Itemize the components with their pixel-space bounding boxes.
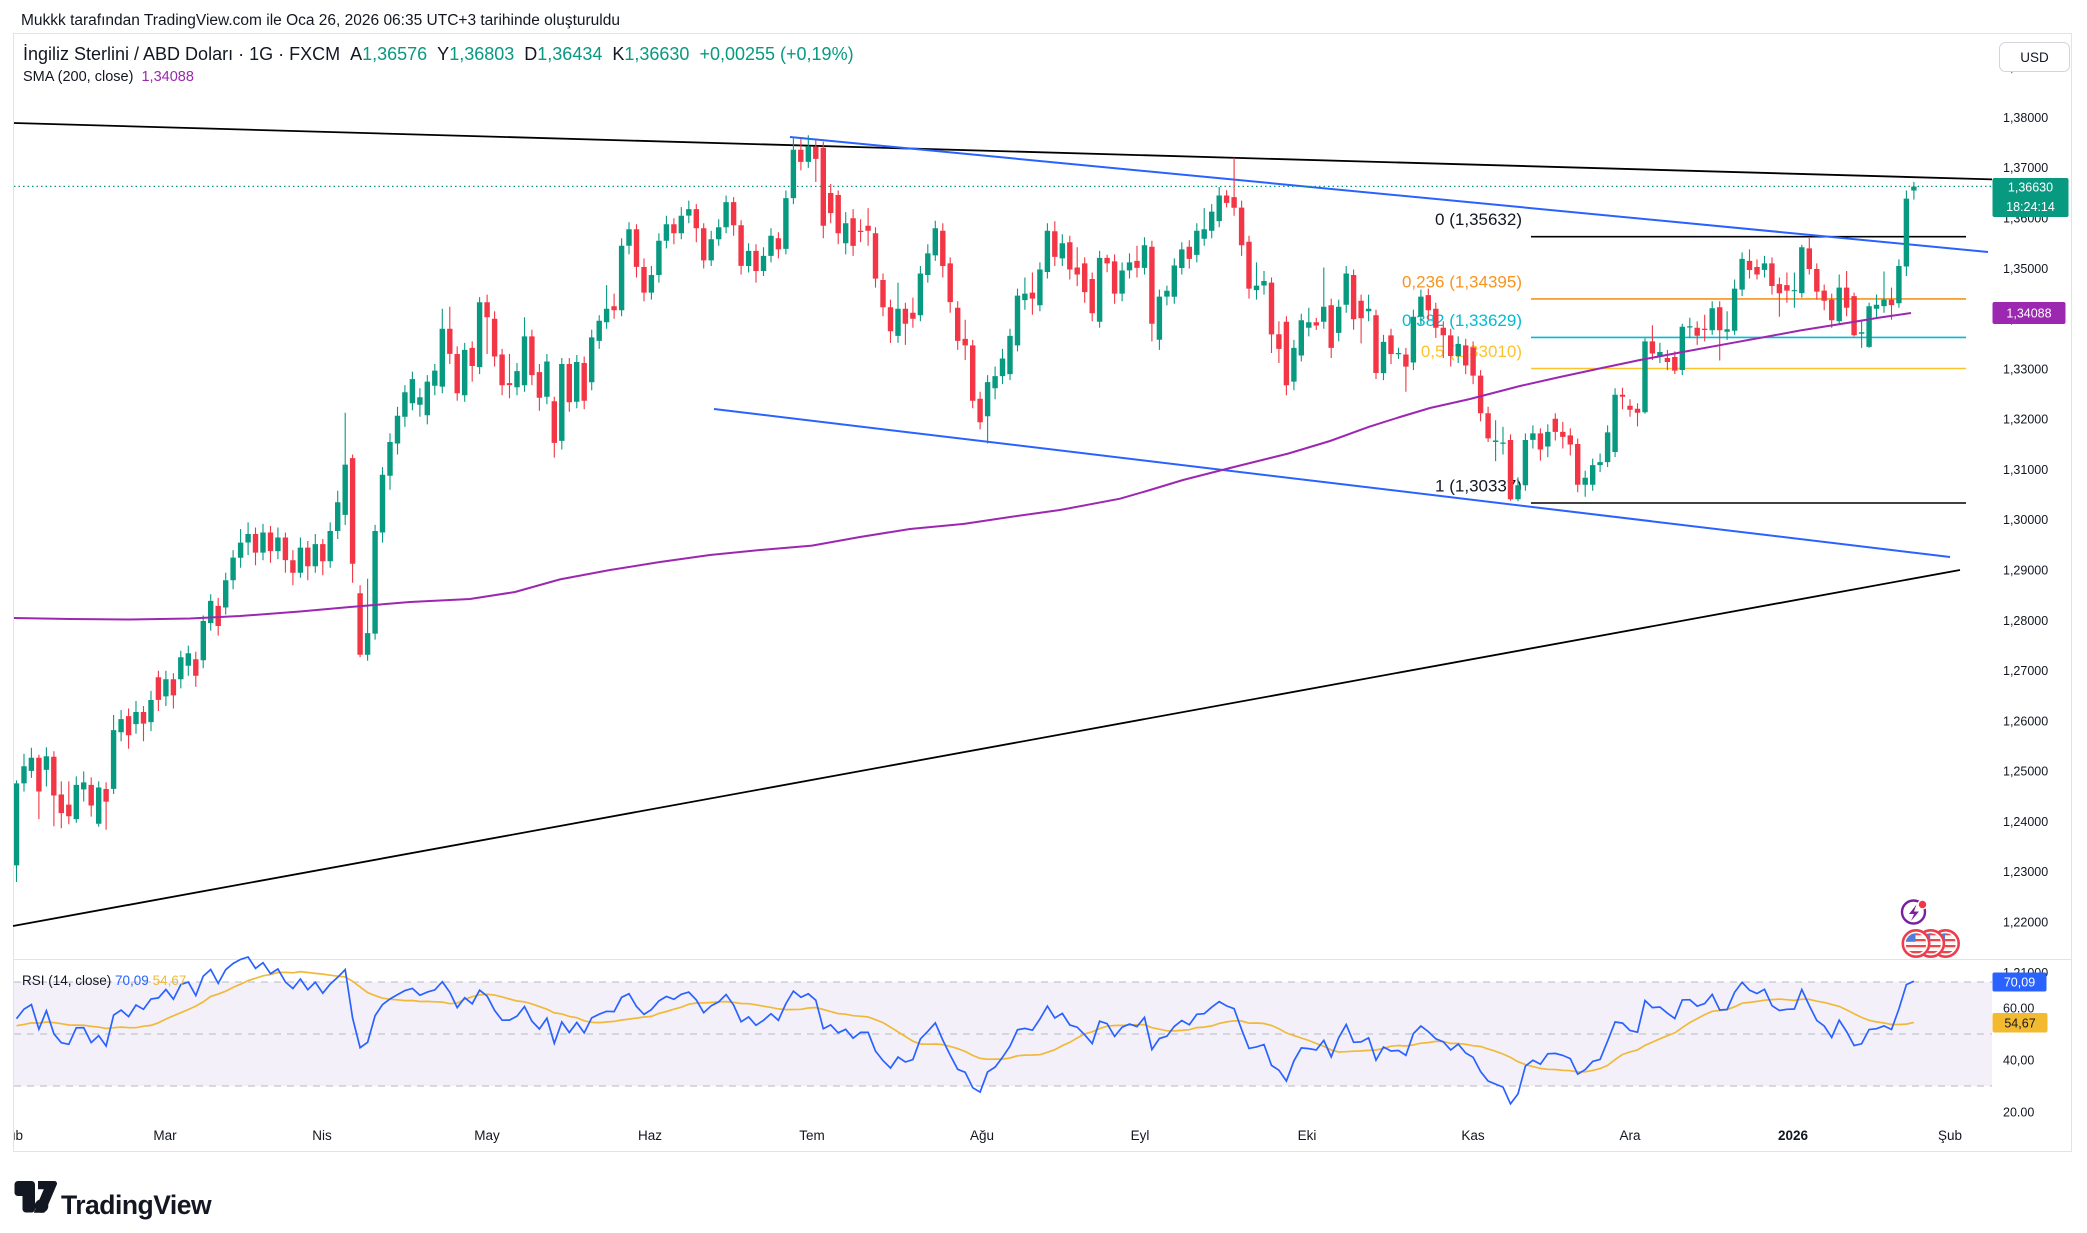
- svg-text:May: May: [474, 1128, 500, 1143]
- svg-text:1,35000: 1,35000: [2003, 262, 2048, 276]
- svg-text:Nis: Nis: [312, 1128, 332, 1143]
- svg-text:70,09: 70,09: [2004, 976, 2035, 990]
- svg-text:1,23000: 1,23000: [2003, 865, 2048, 879]
- svg-text:Ağu: Ağu: [970, 1128, 994, 1143]
- svg-text:Eki: Eki: [1298, 1128, 1317, 1143]
- svg-text:0,236 (1,34395): 0,236 (1,34395): [1402, 272, 1522, 291]
- svg-text:Şub: Şub: [1938, 1128, 1962, 1143]
- svg-text:40,00: 40,00: [2003, 1053, 2034, 1067]
- svg-text:Tem: Tem: [799, 1128, 825, 1143]
- svg-text:1,26000: 1,26000: [2003, 714, 2048, 728]
- svg-text:18:24:14: 18:24:14: [2006, 200, 2055, 214]
- svg-text:TradingView: TradingView: [61, 1190, 212, 1220]
- svg-text:1,27000: 1,27000: [2003, 664, 2048, 678]
- svg-text:1,22000: 1,22000: [2003, 916, 2048, 930]
- svg-text:0,382 (1,33629): 0,382 (1,33629): [1402, 311, 1522, 330]
- svg-text:0 (1,35632): 0 (1,35632): [1435, 210, 1522, 229]
- svg-text:Şub: Şub: [0, 1128, 23, 1143]
- svg-text:Ara: Ara: [1619, 1128, 1641, 1143]
- svg-text:60.00: 60.00: [2003, 1001, 2034, 1015]
- svg-text:1,37000: 1,37000: [2003, 161, 2048, 175]
- svg-text:1,33000: 1,33000: [2003, 362, 2048, 376]
- svg-text:1,31000: 1,31000: [2003, 463, 2048, 477]
- svg-text:1,34088: 1,34088: [2006, 307, 2051, 321]
- svg-text:1 (1,30337): 1 (1,30337): [1435, 477, 1522, 496]
- svg-text:Mukkk tarafından TradingView.c: Mukkk tarafından TradingView.com ile Oca…: [21, 12, 620, 29]
- svg-text:1,24000: 1,24000: [2003, 815, 2048, 829]
- svg-text:1,32000: 1,32000: [2003, 413, 2048, 427]
- svg-text:Haz: Haz: [638, 1128, 662, 1143]
- svg-text:1,25000: 1,25000: [2003, 765, 2048, 779]
- svg-text:1,29000: 1,29000: [2003, 564, 2048, 578]
- svg-text:Kas: Kas: [1461, 1128, 1485, 1143]
- svg-text:Eyl: Eyl: [1131, 1128, 1150, 1143]
- svg-text:1,30000: 1,30000: [2003, 513, 2048, 527]
- svg-text:1,38000: 1,38000: [2003, 111, 2048, 125]
- svg-text:1,28000: 1,28000: [2003, 614, 2048, 628]
- svg-text:USD: USD: [2020, 50, 2049, 65]
- svg-text:1,36630: 1,36630: [2008, 181, 2053, 195]
- svg-text:2026: 2026: [1778, 1128, 1809, 1143]
- svg-text:RSI (14, close) 70,09 54,67: RSI (14, close) 70,09 54,67: [22, 973, 186, 988]
- svg-text:Mar: Mar: [153, 1128, 177, 1143]
- svg-text:SMA (200, close) 1,34088: SMA (200, close) 1,34088: [23, 69, 194, 85]
- svg-text:20.00: 20.00: [2003, 1105, 2034, 1119]
- svg-text:54,67: 54,67: [2004, 1017, 2035, 1031]
- svg-text:İngiliz Sterlini / ABD Doları: İngiliz Sterlini / ABD Doları · 1G · FXC…: [23, 44, 854, 64]
